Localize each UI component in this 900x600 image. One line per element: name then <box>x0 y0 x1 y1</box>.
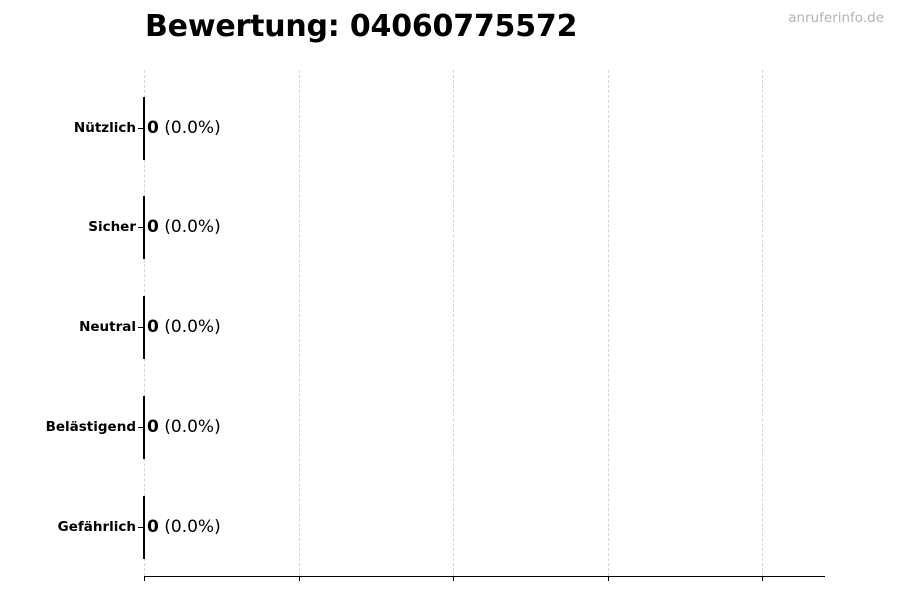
bar-count: 0 <box>147 217 159 237</box>
bar-value-belaestigend: 0 (0.0%) <box>147 417 221 437</box>
bar-percent-value: (0.0%) <box>164 118 221 138</box>
x-axis-tick <box>762 577 763 581</box>
bar-count: 0 <box>147 517 159 537</box>
plot-area <box>143 70 824 576</box>
y-axis-label-belaestigend: Belästigend <box>45 419 136 435</box>
bar-belaestigend <box>143 396 145 459</box>
x-axis-tick <box>608 577 609 581</box>
bar-percent-value: (0.0%) <box>164 417 221 437</box>
y-axis-tick <box>138 327 144 328</box>
bar-value-sicher: 0 (0.0%) <box>147 217 221 237</box>
bar-neutral <box>143 296 145 359</box>
gridline <box>762 70 763 576</box>
bar-count: 0 <box>147 417 159 437</box>
bar-gefaehrlich <box>143 496 145 559</box>
bar-percent-value: (0.0%) <box>164 317 221 337</box>
bar-percent-value: (0.0%) <box>164 217 221 237</box>
bar-value-nuetzlich: 0 (0.0%) <box>147 118 221 138</box>
bar-count: 0 <box>147 118 159 138</box>
x-axis-tick <box>299 577 300 581</box>
y-axis-tick <box>138 427 144 428</box>
bar-nuetzlich <box>143 97 145 160</box>
gridline <box>608 70 609 576</box>
y-axis-label-gefaehrlich: Gefährlich <box>57 519 136 535</box>
gridline <box>299 70 300 576</box>
bar-value-gefaehrlich: 0 (0.0%) <box>147 517 221 537</box>
y-axis-label-sicher: Sicher <box>88 219 136 235</box>
x-axis-tick <box>144 577 145 581</box>
y-axis-tick <box>138 128 144 129</box>
gridline <box>453 70 454 576</box>
x-axis-line <box>144 576 825 577</box>
y-axis-label-neutral: Neutral <box>79 319 136 335</box>
bar-value-neutral: 0 (0.0%) <box>147 317 221 337</box>
y-axis-tick <box>138 527 144 528</box>
y-axis-tick <box>138 227 144 228</box>
x-axis-tick <box>453 577 454 581</box>
y-axis-label-nuetzlich: Nützlich <box>73 120 136 136</box>
watermark-label: anruferinfo.de <box>788 10 884 26</box>
bar-percent-value: (0.0%) <box>164 517 221 537</box>
bar-sicher <box>143 196 145 259</box>
page-title: Bewertung: 04060775572 <box>145 9 578 44</box>
bar-count: 0 <box>147 317 159 337</box>
